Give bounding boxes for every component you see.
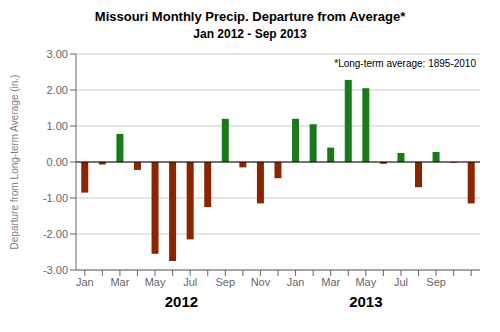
html-text:2012: 2012 xyxy=(164,293,199,310)
svg-text:Sep: Sep xyxy=(216,276,236,288)
svg-text:Departure from Long-term Avera: Departure from Long-term Average (in.) xyxy=(9,75,20,250)
svg-text:Nov: Nov xyxy=(251,276,271,288)
html-text:Jan 2012 - Sep 2013: Jan 2012 - Sep 2013 xyxy=(193,27,307,41)
svg-text:Sep: Sep xyxy=(426,276,446,288)
svg-text:Mar: Mar xyxy=(321,276,340,288)
svg-text:-3.00: -3.00 xyxy=(43,264,68,276)
svg-text:Mar: Mar xyxy=(110,276,129,288)
svg-text:Jan: Jan xyxy=(76,276,94,288)
svg-text:1.00: 1.00 xyxy=(47,120,68,132)
svg-text:3.00: 3.00 xyxy=(47,48,68,60)
html-text:Missouri Monthly Precip. Depar: Missouri Monthly Precip. Departure from … xyxy=(94,9,406,24)
svg-text:May: May xyxy=(355,276,376,288)
svg-text:2.00: 2.00 xyxy=(47,84,68,96)
svg-text:0.00: 0.00 xyxy=(47,156,68,168)
svg-text:Jan: Jan xyxy=(287,276,305,288)
svg-text:Jul: Jul xyxy=(183,276,197,288)
svg-text:-2.00: -2.00 xyxy=(43,228,68,240)
svg-text:-1.00: -1.00 xyxy=(43,192,68,204)
html-text:*Long-term average: 1895-2010: *Long-term average: 1895-2010 xyxy=(334,58,476,69)
svg-text:May: May xyxy=(145,276,166,288)
svg-text:Jul: Jul xyxy=(394,276,408,288)
html-text:2013: 2013 xyxy=(349,293,383,310)
